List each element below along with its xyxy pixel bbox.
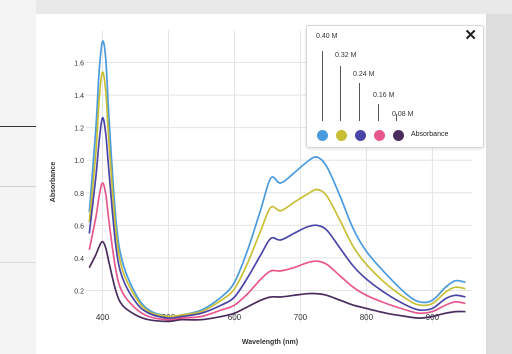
legend-dot-indigo[interactable] — [355, 130, 366, 141]
legend-stem — [359, 83, 360, 121]
y-tick-label: 1.2 — [74, 126, 84, 133]
y-tick-label: 0.4 — [74, 256, 84, 263]
legend-series-label: Absorbance — [411, 131, 449, 138]
legend-dot-purple[interactable] — [393, 130, 404, 141]
y-tick-label: 0.6 — [74, 223, 84, 230]
series-line-0 — [88, 40, 466, 318]
legend-stem-label: 0.32 M — [335, 52, 357, 59]
close-icon[interactable]: ✕ — [464, 27, 477, 44]
rail-divider — [0, 186, 36, 187]
y-tick-label: 1.4 — [74, 93, 84, 100]
y-tick-label: 0.8 — [74, 191, 84, 198]
legend-stem-label: 0.40 M — [316, 33, 338, 40]
y-tick-label: 1.6 — [74, 61, 84, 68]
chart-series — [88, 40, 466, 323]
y-axis-label: Absorbance — [50, 162, 57, 203]
legend-stem-label: 0.24 M — [353, 71, 375, 78]
x-tick-label: 400 — [96, 313, 110, 322]
y-tick-label: 0.2 — [74, 288, 84, 295]
series-line-3 — [88, 182, 466, 321]
legend-dot-olive[interactable] — [336, 130, 347, 141]
legend-stem — [396, 114, 397, 121]
y-tick-label: 1.0 — [74, 158, 84, 165]
rail-divider — [0, 126, 36, 127]
x-tick-label: 800 — [360, 313, 374, 322]
legend-stem — [378, 104, 379, 121]
series-line-1 — [88, 71, 466, 318]
x-tick-label: 900 — [426, 313, 440, 322]
series-line-4 — [88, 240, 466, 323]
legend-stem-label: 0.08 M — [392, 111, 414, 118]
x-tick-label: 600 — [228, 313, 242, 322]
legend-panel: ✕ 0.40 M 0.32 M 0.24 M 0.16 M 0.08 M Abs… — [306, 25, 484, 148]
series-line-2 — [88, 117, 466, 320]
page-left-rail — [0, 0, 36, 354]
x-axis-label: Wavelength (nm) — [242, 339, 298, 346]
legend-dot-pink[interactable] — [374, 130, 385, 141]
legend-dot-blue[interactable] — [317, 130, 328, 141]
chart-card-edge — [486, 14, 512, 354]
legend-stem — [322, 51, 323, 121]
legend-stem-label: 0.16 M — [373, 92, 395, 99]
legend-stem — [340, 66, 341, 121]
x-tick-label: 700 — [294, 313, 308, 322]
rail-divider — [0, 262, 36, 263]
